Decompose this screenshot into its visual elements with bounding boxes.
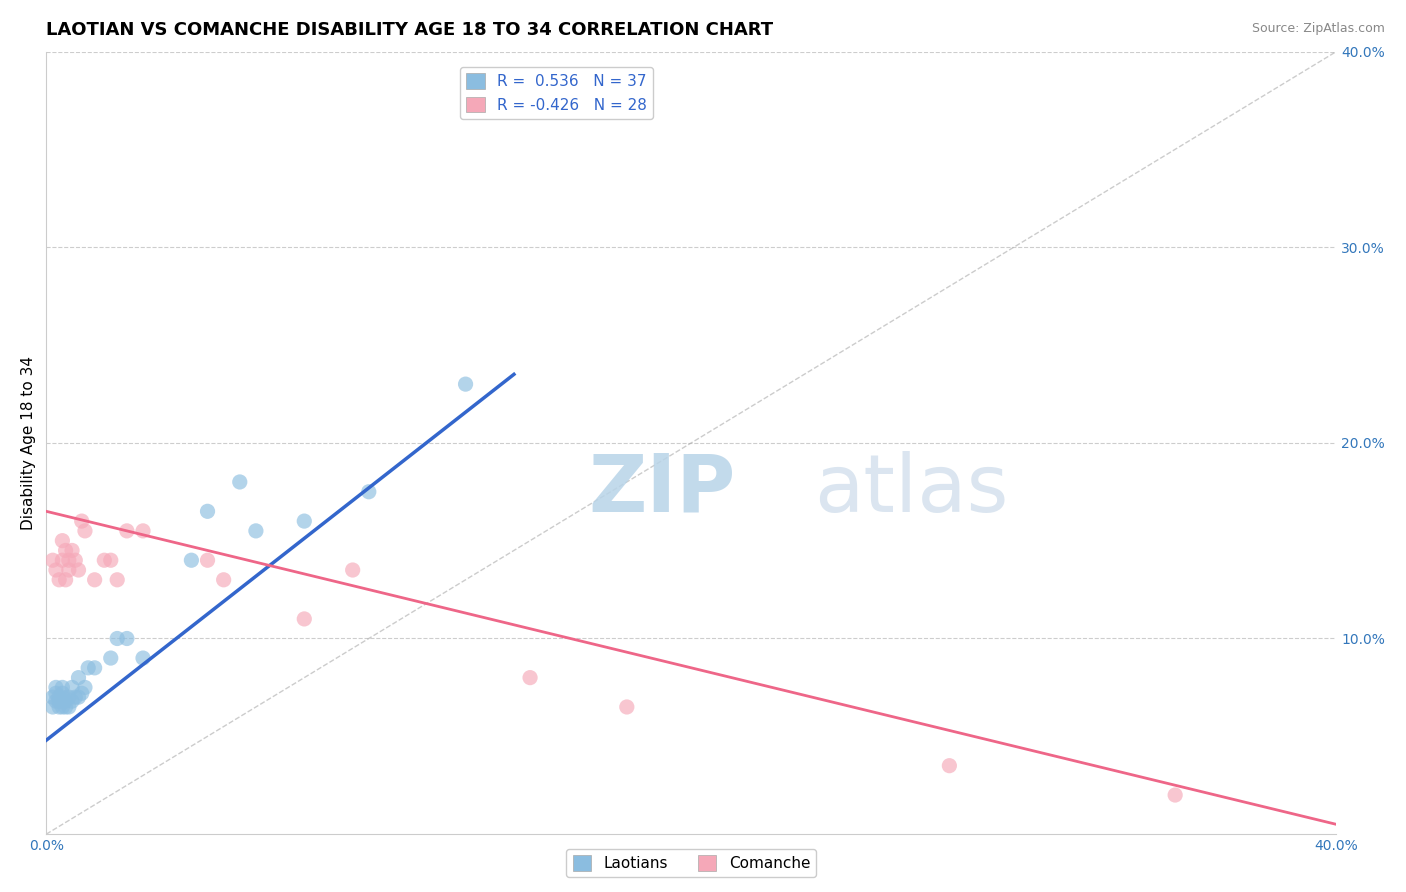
Point xyxy=(41,553,63,567)
Point xyxy=(77,661,100,675)
Point xyxy=(51,690,73,705)
Point xyxy=(67,671,90,685)
Point xyxy=(58,700,80,714)
Point xyxy=(48,573,70,587)
Point xyxy=(48,690,70,705)
Point xyxy=(454,377,477,392)
Point xyxy=(1164,788,1187,802)
Point xyxy=(342,563,364,577)
Point xyxy=(70,686,93,700)
Point xyxy=(100,553,122,567)
Point xyxy=(65,553,87,567)
Point xyxy=(45,686,67,700)
Point xyxy=(45,694,67,708)
Point xyxy=(58,563,80,577)
Point xyxy=(48,694,70,708)
Text: atlas: atlas xyxy=(814,450,1008,529)
Point xyxy=(83,573,105,587)
Point xyxy=(51,553,73,567)
Point xyxy=(48,700,70,714)
Point xyxy=(616,700,638,714)
Point xyxy=(292,612,315,626)
Point xyxy=(197,504,219,518)
Point xyxy=(93,553,115,567)
Point xyxy=(58,553,80,567)
Point xyxy=(51,700,73,714)
Point xyxy=(100,651,122,665)
Point xyxy=(73,524,96,538)
Point xyxy=(55,573,77,587)
Point xyxy=(197,553,219,567)
Point xyxy=(105,573,128,587)
Text: LAOTIAN VS COMANCHE DISABILITY AGE 18 TO 34 CORRELATION CHART: LAOTIAN VS COMANCHE DISABILITY AGE 18 TO… xyxy=(46,21,773,39)
Point xyxy=(45,563,67,577)
Point xyxy=(45,681,67,695)
Y-axis label: Disability Age 18 to 34: Disability Age 18 to 34 xyxy=(21,356,35,530)
Point xyxy=(229,475,252,489)
Point xyxy=(132,524,155,538)
Point xyxy=(357,484,380,499)
Point xyxy=(938,758,960,772)
Point xyxy=(51,681,73,695)
Point xyxy=(58,690,80,705)
Point xyxy=(55,694,77,708)
Point xyxy=(60,543,83,558)
Point xyxy=(67,563,90,577)
Point xyxy=(292,514,315,528)
Point xyxy=(60,694,83,708)
Point xyxy=(115,524,138,538)
Text: Source: ZipAtlas.com: Source: ZipAtlas.com xyxy=(1251,22,1385,36)
Point xyxy=(519,671,541,685)
Point xyxy=(60,681,83,695)
Text: ZIP: ZIP xyxy=(588,450,735,529)
Point xyxy=(212,573,235,587)
Point xyxy=(70,514,93,528)
Point xyxy=(73,681,96,695)
Point xyxy=(41,690,63,705)
Point xyxy=(51,694,73,708)
Point xyxy=(55,543,77,558)
Point xyxy=(65,690,87,705)
Legend: Laotians, Comanche: Laotians, Comanche xyxy=(567,849,817,878)
Point xyxy=(67,690,90,705)
Point xyxy=(180,553,202,567)
Point xyxy=(105,632,128,646)
Point xyxy=(41,700,63,714)
Point xyxy=(51,686,73,700)
Point xyxy=(83,661,105,675)
Point xyxy=(55,700,77,714)
Point xyxy=(115,632,138,646)
Point xyxy=(132,651,155,665)
Point xyxy=(51,533,73,548)
Point xyxy=(245,524,267,538)
